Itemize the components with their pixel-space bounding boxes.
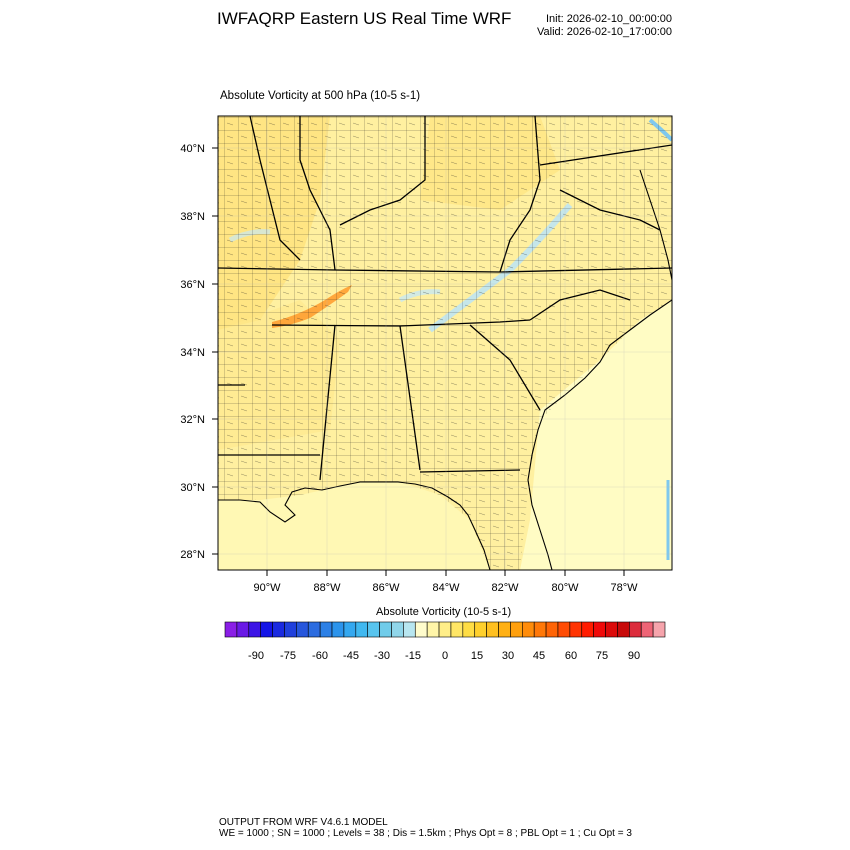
lon-label: 90°W <box>253 582 281 594</box>
colorbar-swatch <box>605 621 618 638</box>
colorbar-swatch <box>462 621 476 638</box>
colorbar-swatch <box>236 621 250 638</box>
colorbar-swatch <box>260 621 273 638</box>
lat-label: 28°N <box>180 549 205 561</box>
lat-label: 34°N <box>180 347 205 359</box>
colorbar-swatch <box>296 621 309 638</box>
colorbar-swatch <box>569 621 583 638</box>
colorbar-tick-label: 90 <box>628 650 640 662</box>
colorbar-tick-labels: -90 -75 -60 -45 -30 -15 0 15 30 45 60 75… <box>248 650 640 662</box>
colorbar-swatch <box>248 621 261 638</box>
colorbar-swatch <box>367 621 380 638</box>
footer-line: OUTPUT FROM WRF V4.6.1 MODEL <box>219 817 388 828</box>
colorbar-swatch <box>307 621 321 638</box>
coastlines <box>218 169 672 570</box>
colorbar-tick-label: -90 <box>248 650 264 662</box>
colorbar-tick-label: 0 <box>442 650 448 662</box>
lon-label: 88°W <box>313 582 341 594</box>
colorbar-tick-label: 30 <box>502 650 514 662</box>
colorbar-swatch <box>426 621 440 638</box>
county-boundaries <box>218 116 672 570</box>
axis-ticks <box>212 147 625 576</box>
colorbar-swatch <box>545 621 559 638</box>
colorbar-swatch <box>593 621 606 638</box>
colorbar-tick-label: 60 <box>565 650 577 662</box>
colorbar-swatch <box>319 621 333 638</box>
colorbar-swatch <box>510 621 523 638</box>
colorbar-swatch <box>224 621 238 638</box>
lon-label: 86°W <box>372 582 400 594</box>
colorbar-swatch <box>521 621 535 638</box>
lat-label: 40°N <box>180 143 205 155</box>
colorbar-swatch <box>617 621 630 638</box>
colorbar-tick-label: -15 <box>405 650 421 662</box>
lon-label: 78°W <box>610 582 638 594</box>
colorbar-swatch <box>355 621 368 638</box>
graticule <box>218 116 672 570</box>
colorbar-tick-label: 15 <box>471 650 483 662</box>
colorbar-swatch <box>450 621 464 638</box>
colorbar-swatch <box>379 621 392 638</box>
map-plot-area <box>218 116 672 570</box>
colorbar-swatch <box>414 621 428 638</box>
colorbar-tick-label: -75 <box>280 650 296 662</box>
colorbar-swatch <box>331 621 345 638</box>
colorbar <box>224 621 666 638</box>
field-subtitle: Absolute Vorticity at 500 hPa (10-5 s-1) <box>220 90 421 102</box>
colorbar-swatch <box>474 621 487 638</box>
page-title: IWFAQRP Eastern US Real Time WRF <box>217 9 512 28</box>
colorbar-swatch <box>403 621 416 638</box>
lon-label: 82°W <box>491 582 519 594</box>
lat-label: 32°N <box>180 414 205 426</box>
colorbar-swatch <box>486 621 499 638</box>
lon-label: 84°W <box>432 582 460 594</box>
colorbar-swatch <box>284 621 297 638</box>
colorbar-swatch <box>272 621 285 638</box>
colorbar-swatch <box>652 621 666 638</box>
state-boundaries <box>218 116 672 481</box>
colorbar-swatch <box>343 621 357 638</box>
colorbar-swatch <box>498 621 511 638</box>
lat-label: 30°N <box>180 482 205 494</box>
lat-label: 38°N <box>180 211 205 223</box>
colorbar-swatch <box>533 621 547 638</box>
colorbar-swatch <box>557 621 571 638</box>
colorbar-tick-label: 45 <box>533 650 545 662</box>
colorbar-swatch <box>581 621 594 638</box>
atlantic-ocean <box>520 300 672 570</box>
map-frame <box>217 115 673 571</box>
colorbar-swatch <box>640 621 654 638</box>
init-time: Init: 2026-02-10_00:00:00 <box>546 13 672 25</box>
valid-time: Valid: 2026-02-10_17:00:00 <box>537 26 672 38</box>
run-times: Init: 2026-02-10_00:00:00 Valid: 2026-02… <box>537 13 672 39</box>
colorbar-title: Absolute Vorticity (10-5 s-1) <box>376 606 512 618</box>
colorbar-swatch <box>629 621 642 638</box>
model-footer: OUTPUT FROM WRF V4.6.1 MODEL WE = 1000 ;… <box>219 817 632 839</box>
colorbar-swatch <box>391 621 404 638</box>
footer-line: WE = 1000 ; SN = 1000 ; Levels = 38 ; Di… <box>219 828 632 839</box>
colorbar-swatch <box>438 621 452 638</box>
latitude-labels: 40°N 38°N 36°N 34°N 32°N 30°N 28°N <box>180 143 205 561</box>
lon-label: 80°W <box>551 582 579 594</box>
longitude-labels: 90°W 88°W 86°W 84°W 82°W 80°W 78°W <box>253 582 638 594</box>
colorbar-tick-label: 75 <box>596 650 608 662</box>
lat-label: 36°N <box>180 279 205 291</box>
colorbar-tick-label: -45 <box>343 650 359 662</box>
colorbar-tick-label: -60 <box>312 650 328 662</box>
colorbar-tick-label: -30 <box>374 650 390 662</box>
